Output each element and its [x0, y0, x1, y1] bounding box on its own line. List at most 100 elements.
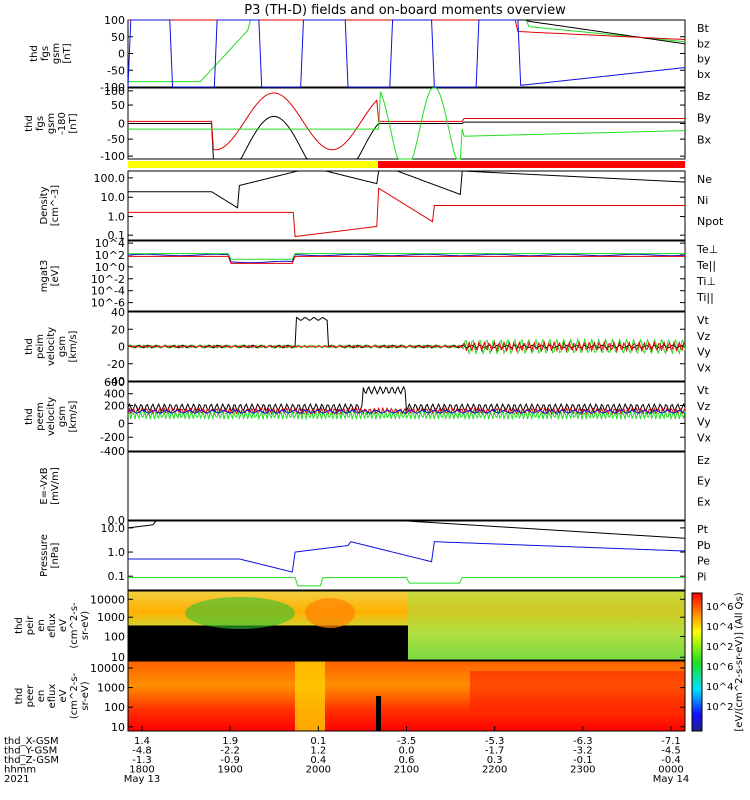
x-tick-label: -3.2: [573, 746, 593, 757]
colorbar-tick-label: 10^2: [706, 702, 733, 713]
y-tick-label: -50: [107, 64, 125, 77]
legend-entry: Vz: [697, 330, 711, 343]
colorbar-tick-label: 10^4: [706, 682, 733, 693]
y-axis-label: velocity: [46, 397, 57, 436]
electron-spectrogram-patch: [470, 671, 685, 711]
y-tick-label: 10000: [90, 593, 125, 606]
y-tick-label: 10^-6: [91, 297, 125, 310]
y-axis-label: [mV/m]: [50, 467, 61, 505]
legend-entry: Vx: [697, 431, 712, 444]
legend-entry: Ey: [697, 475, 711, 488]
y-tick-label: 10^4: [95, 237, 125, 250]
x-tick-label: -3.5: [397, 736, 417, 747]
y-axis-label: [km/s]: [68, 400, 79, 432]
legend-entry: Te⊥: [696, 243, 718, 256]
trace-Bz2: [128, 92, 685, 151]
legend-entry: Pb: [697, 539, 711, 552]
trace-Te-perp: [128, 255, 685, 264]
x-tick-label: 0.6: [399, 755, 415, 766]
y-tick-label: 200: [104, 399, 125, 412]
legend-entry: Ni: [697, 194, 708, 207]
mode-bar-slow: [128, 161, 378, 168]
legend-entry: Bx: [697, 133, 712, 146]
y-axis-label: [nPa]: [50, 542, 61, 568]
y-axis-label: [nT]: [62, 43, 73, 63]
y-axis-label: [nT]: [68, 113, 79, 133]
y-axis-label: gsm: [51, 43, 62, 64]
trace-Bt2: [128, 115, 685, 160]
y-tick-label: 0.1: [108, 229, 126, 242]
x-tick-label: 1.9: [222, 736, 238, 747]
colorbar-tick-label: 10^6: [706, 662, 733, 673]
x-tick-label: 1.2: [310, 746, 326, 757]
trace-Ne: [128, 187, 685, 238]
y-tick-label: -200: [100, 431, 125, 444]
ion-spectrogram-nodata: [128, 625, 408, 660]
y-axis-label: thd: [24, 408, 35, 425]
y-axis-label: mgat3: [39, 260, 50, 293]
y-tick-label: 0.1: [108, 570, 126, 583]
legend-entry: Ex: [697, 495, 711, 508]
y-tick-label: 100: [104, 14, 125, 27]
y-axis-label: gsm: [46, 113, 57, 134]
y-tick-label: 1000: [97, 682, 125, 695]
panel-frame: [127, 381, 686, 452]
x-tick-label: May 13: [124, 774, 161, 785]
y-axis-label: [km/s]: [68, 330, 79, 362]
y-axis-label: E=-VxB: [39, 467, 50, 504]
x-tick-label: -0.9: [220, 755, 240, 766]
y-tick-label: 100: [104, 631, 125, 644]
colorbar-rect: [691, 592, 703, 732]
x-tick-label: -1.7: [485, 746, 505, 757]
y-axis-label: gsm: [57, 336, 68, 357]
legend-entry: Vt: [697, 384, 710, 397]
legend-entry: bz: [697, 37, 710, 50]
ion-spectrogram-hotspot: [305, 598, 355, 628]
y-tick-label: 1000: [97, 611, 125, 624]
legend-entry: Pi: [697, 570, 706, 583]
y-tick-label: 100: [104, 701, 125, 714]
legend-entry: Vt: [697, 314, 710, 327]
trace-Ti-par: [128, 253, 685, 260]
x-tick-label: 2000: [306, 765, 331, 776]
y-tick-label: 400: [104, 388, 125, 401]
y-axis-label: eflux: [47, 613, 58, 638]
trace-by: [128, 19, 686, 83]
y-axis-label: sr-eV): [80, 611, 91, 640]
y-tick-label: 50: [111, 31, 125, 44]
x-tick-label: 0.4: [310, 755, 326, 766]
y-axis-label: peer: [25, 684, 36, 708]
y-axis-label: [cm^-3]: [50, 185, 61, 226]
x-row-label: thd_Z-GSM: [4, 755, 59, 766]
legend-entry: by: [697, 53, 711, 66]
mode-bar-fast: [378, 161, 685, 168]
y-tick-label: 600: [104, 376, 125, 389]
y-tick-label: 10.0: [101, 522, 126, 535]
y-tick-label: 10^2: [95, 249, 125, 262]
x-tick-label: -4.5: [661, 746, 681, 757]
trace-Vt: [127, 316, 686, 349]
x-row-label: thd_Y-GSM: [4, 746, 57, 757]
legend-entry: Ti⊥: [696, 275, 716, 288]
x-tick-label: -4.8: [132, 746, 152, 757]
trace-Pt: [127, 520, 686, 539]
y-tick-label: 100: [104, 85, 125, 98]
y-tick-label: 0: [118, 48, 125, 61]
colorbar-label: [eV/(cm^2-s-sr-eV)] (All Qs): [734, 592, 745, 731]
y-tick-label: 10.0: [101, 191, 126, 204]
legend-entry: By: [697, 112, 712, 125]
y-axis-label: velocity: [46, 327, 57, 366]
trace-Vx-e: [127, 409, 686, 414]
trace-bx: [127, 19, 686, 88]
y-axis-label: sr-eV): [80, 681, 91, 710]
y-tick-label: 20: [111, 323, 125, 336]
ion-spectrogram-blob: [185, 597, 295, 629]
y-tick-label: -40: [107, 375, 125, 388]
trace-Pi: [128, 541, 686, 573]
y-axis-label: thd: [29, 45, 40, 62]
y-axis-label: peim: [35, 334, 46, 359]
y-axis-label: en: [36, 619, 47, 632]
y-axis-label: (cm^2-s-: [69, 602, 80, 649]
trace-Ni: [128, 170, 686, 209]
